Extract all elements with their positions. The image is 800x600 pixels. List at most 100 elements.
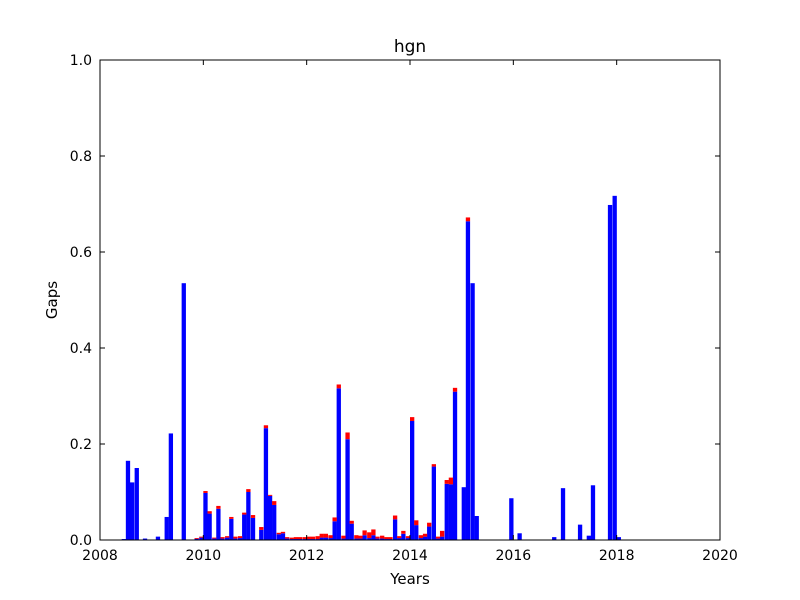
bar-s0-79 [590,485,596,540]
y-tick-label-3: 0.6 [70,245,92,261]
bar-s1-63 [431,464,436,467]
bar-s0-41 [336,388,341,540]
bar-s1-31 [293,537,299,540]
bar-s0-51 [380,538,385,540]
bar-s1-57 [405,536,411,539]
bar-s0-24 [263,428,269,540]
bar-s1-66 [444,480,449,484]
bar-s1-41 [336,384,341,389]
x-axis-ticks: 2008 2010 2012 2014 2016 2018 2020 [82,60,738,564]
bar-s0-37 [319,537,324,540]
bar-s0-55 [397,538,402,540]
chart-title: hgn [394,37,426,57]
bar-s0-44 [349,523,354,540]
bar-s1-35 [310,536,316,540]
bar-s0-27 [276,534,281,540]
bar-s1-70 [465,217,471,222]
x-tick-label-6: 2020 [702,548,738,564]
bar-s1-51 [380,535,385,539]
bar-s0-14 [216,508,221,540]
y-tick-label-1: 0.2 [70,437,92,453]
bar-s1-19 [237,536,243,539]
bar-s0-61 [422,536,428,540]
x-axis-label: Years [389,570,430,588]
bar-s1-24 [263,425,269,429]
bar-s1-39 [328,535,333,539]
bar-s1-55 [397,536,402,539]
bar-s0-38 [323,537,329,540]
bar-s0-60 [418,538,424,540]
bar-s1-54 [392,515,398,520]
bar-s1-12 [207,511,212,514]
bar-s0-67 [448,484,454,540]
bar-s1-46 [358,535,363,539]
bar-s0-72 [474,516,479,540]
bar-s1-21 [246,489,251,492]
bar-s1-60 [418,535,424,539]
bar-s1-16 [225,536,230,538]
bar-s0-15 [220,538,225,540]
bar-s0-28 [280,533,286,540]
bar-s0-23 [259,529,264,540]
bar-s0-62 [427,526,432,540]
bar-s0-19 [237,538,243,540]
bar-s1-36 [315,536,320,540]
bar-s0-58 [410,420,415,540]
bar-s0-40 [332,521,337,540]
bar-s0-4 [142,538,148,540]
bar-s1-49 [371,529,376,536]
bar-s0-1 [125,460,131,540]
bar-s1-32 [297,537,303,540]
bar-s1-10 [199,536,204,538]
bar-s1-23 [259,527,264,530]
bar-s0-2 [129,482,135,540]
x-tick-label-0: 2008 [82,548,118,564]
x-tick-label-1: 2010 [186,548,222,564]
bar-s1-64 [435,536,441,539]
bar-s0-74 [517,533,522,540]
bar-s0-70 [465,221,471,540]
bar-s0-69 [461,487,466,540]
bar-s0-43 [345,439,350,540]
bar-s0-76 [560,488,566,540]
bar-s0-3 [134,468,139,540]
bar-s1-29 [284,537,290,539]
bar-s0-66 [444,483,449,540]
bar-s0-18 [233,538,238,540]
bar-s0-63 [431,466,436,540]
bar-s0-6 [164,516,169,540]
bar-s0-71 [470,283,475,540]
bar-s1-48 [367,532,372,539]
bar-s0-13 [212,538,217,540]
bar-s1-65 [439,530,445,537]
bar-s0-47 [362,535,367,540]
bar-s1-52 [384,537,389,540]
bar-s1-11 [203,491,208,493]
bar-s0-21 [246,492,251,540]
bar-s0-29 [284,538,290,540]
bar-s1-43 [345,432,350,440]
bar-s0-80 [607,204,613,540]
bar-s1-25 [267,494,273,496]
bar-s1-14 [216,505,221,509]
bar-s1-26 [272,501,277,505]
bar-s0-26 [272,504,277,540]
bar-s1-20 [242,512,247,515]
bar-s1-27 [276,532,281,535]
bar-s1-30 [289,537,294,540]
bar-s0-9 [194,538,199,540]
bar-s1-50 [375,536,380,539]
bar-s1-53 [388,537,393,540]
y-tick-label-0: 0.0 [70,533,92,549]
bar-s0-49 [371,535,376,540]
bar-s0-48 [367,538,372,540]
y-tick-label-5: 1.0 [70,53,92,69]
bar-s1-17 [229,516,234,519]
bar-s0-5 [155,536,161,540]
bar-s0-39 [328,538,333,540]
y-tick-label-4: 0.8 [70,149,92,165]
bar-s0-59 [414,525,419,540]
bar-s1-42 [341,535,346,539]
bar-s1-40 [332,517,337,522]
bar-s1-45 [354,535,359,539]
